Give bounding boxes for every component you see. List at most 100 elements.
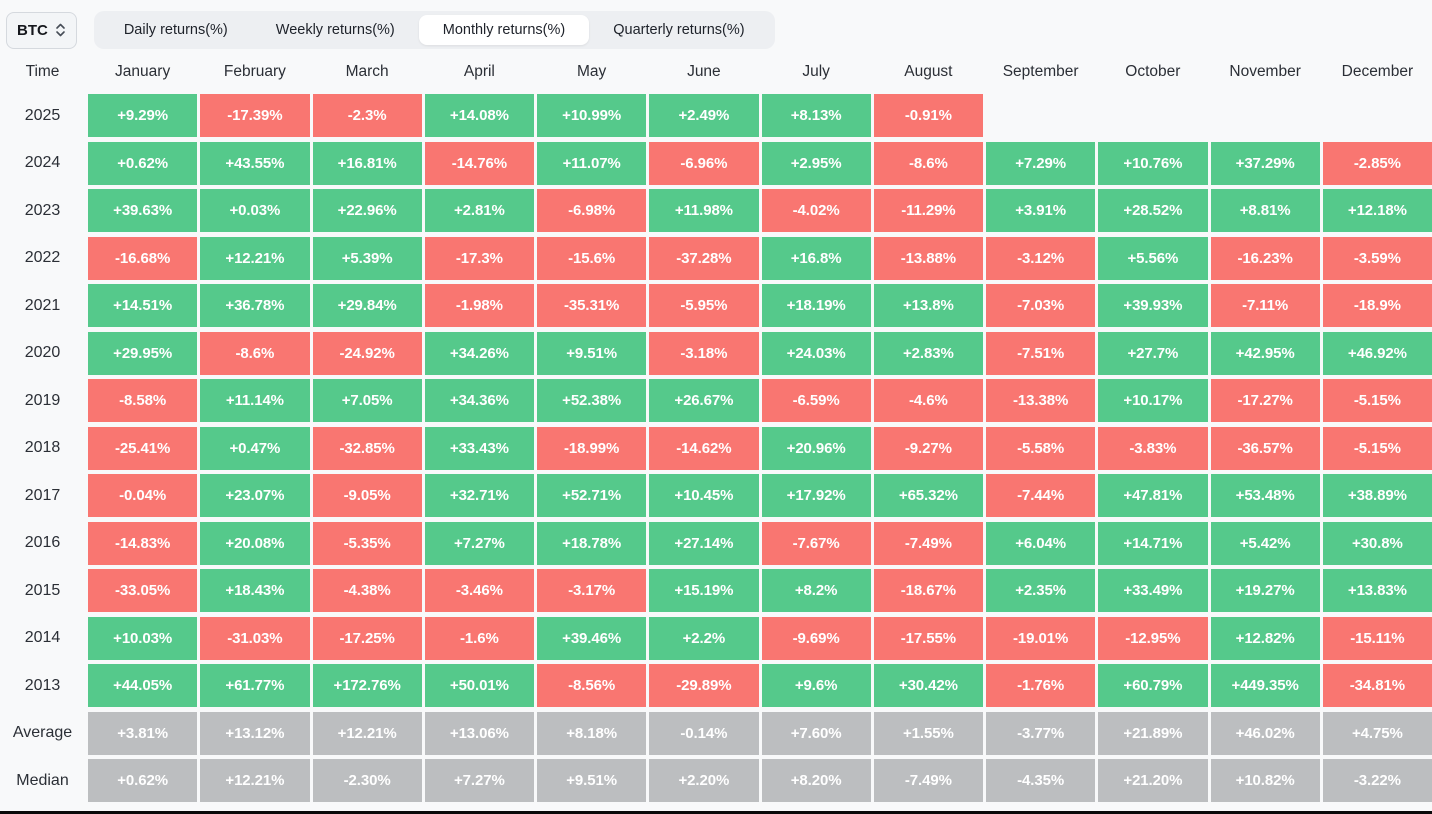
month-column-header: June <box>687 63 721 80</box>
return-cell: +9.29% <box>88 94 198 137</box>
return-cell: -6.98% <box>537 189 647 232</box>
return-cell: -18.9% <box>1322 284 1432 327</box>
return-cell <box>1211 94 1320 137</box>
return-cell: +17.92% <box>761 474 871 517</box>
return-cell: -35.31% <box>537 284 647 327</box>
return-cell: -31.03% <box>200 616 310 660</box>
return-cell: +18.43% <box>200 569 310 612</box>
return-cell: -17.27% <box>1210 379 1320 422</box>
return-cell: +33.43% <box>424 426 534 470</box>
return-cell: +24.03% <box>761 331 871 375</box>
return-cell: -4.02% <box>761 189 871 232</box>
return-cell: +0.03% <box>200 189 310 232</box>
return-cell: +8.13% <box>761 94 871 137</box>
return-cell: +33.49% <box>1098 569 1208 612</box>
return-cell: -3.83% <box>1098 426 1208 470</box>
month-column-header: August <box>904 63 953 80</box>
year-row-label: 2020 <box>24 344 61 361</box>
return-cell: +14.08% <box>424 94 534 137</box>
return-cell: +12.82% <box>1210 616 1320 660</box>
return-cell: -5.95% <box>649 284 759 327</box>
return-cell: +53.48% <box>1210 474 1320 517</box>
return-cell: -3.77% <box>986 711 1096 755</box>
return-cell: -7.44% <box>986 474 1096 517</box>
return-cell: +1.55% <box>873 711 983 755</box>
return-cell: +27.14% <box>649 521 759 565</box>
return-cell <box>1323 94 1432 137</box>
return-cell: -0.04% <box>88 474 198 517</box>
return-cell: -1.76% <box>986 664 1096 707</box>
return-cell: +65.32% <box>873 474 983 517</box>
return-cell: -5.15% <box>1322 379 1432 422</box>
return-cell: +52.38% <box>537 379 647 422</box>
tab-weekly-returns[interactable]: Weekly returns(%) <box>252 15 419 45</box>
toolbar: BTC Daily returns(%) Weekly returns(%) M… <box>0 0 1432 49</box>
tab-quarterly-returns[interactable]: Quarterly returns(%) <box>589 15 768 45</box>
return-cell: -2.3% <box>312 94 422 137</box>
return-cell: +5.42% <box>1210 521 1320 565</box>
summary-row-label: Average <box>12 724 73 741</box>
return-cell: -8.56% <box>537 664 647 707</box>
return-cell: +20.08% <box>200 521 310 565</box>
return-cell: -16.68% <box>88 236 198 280</box>
symbol-select[interactable]: BTC <box>6 11 77 49</box>
return-cell: +4.75% <box>1322 711 1432 755</box>
month-column-header: April <box>463 63 495 80</box>
return-cell: +50.01% <box>424 664 534 707</box>
year-row-label: 2017 <box>24 486 61 504</box>
return-cell: +14.71% <box>1098 521 1208 565</box>
month-column-header: December <box>1341 63 1414 80</box>
return-cell: +9.6% <box>761 664 871 707</box>
return-cell: -5.35% <box>312 521 422 565</box>
return-cell: +11.98% <box>649 189 759 232</box>
return-cell: +11.14% <box>200 379 310 422</box>
return-cell: -8.58% <box>88 379 198 422</box>
return-cell: +39.46% <box>537 616 647 660</box>
tab-daily-returns[interactable]: Daily returns(%) <box>100 15 252 45</box>
return-cell: -7.49% <box>873 759 983 802</box>
return-cell: +42.95% <box>1210 331 1320 375</box>
return-cell: +26.67% <box>649 379 759 422</box>
return-cell: +0.47% <box>200 426 310 470</box>
month-column-header: January <box>115 63 171 80</box>
return-cell: -6.96% <box>649 141 759 185</box>
return-cell: -1.98% <box>424 284 534 327</box>
return-cell: -3.22% <box>1322 759 1432 802</box>
return-cell: +172.76% <box>312 664 422 707</box>
return-cell: -2.30% <box>312 759 422 802</box>
return-cell: +10.82% <box>1210 759 1320 802</box>
return-cell: -0.14% <box>649 711 759 755</box>
return-cell: +5.56% <box>1098 236 1208 280</box>
return-cell: -9.27% <box>873 426 983 470</box>
return-cell: -9.05% <box>312 474 422 517</box>
return-cell: -24.92% <box>312 331 422 375</box>
return-cell: +18.19% <box>761 284 871 327</box>
return-cell: +39.93% <box>1098 284 1208 327</box>
return-cell: -12.95% <box>1098 616 1208 660</box>
return-cell <box>986 94 1095 137</box>
return-cell: +13.8% <box>873 284 983 327</box>
return-cell: +0.62% <box>88 759 198 802</box>
return-cell: -16.23% <box>1210 236 1320 280</box>
return-cell: -7.49% <box>873 521 983 565</box>
return-cell: -17.39% <box>200 94 310 137</box>
return-cell: +0.62% <box>88 141 198 185</box>
return-cell: +60.79% <box>1098 664 1208 707</box>
return-cell: +21.20% <box>1098 759 1208 802</box>
return-cell: +12.18% <box>1322 189 1432 232</box>
year-row-label: 2022 <box>24 249 61 266</box>
return-cell: +3.81% <box>88 711 198 755</box>
return-cell: +52.71% <box>537 474 647 517</box>
year-row-label: 2018 <box>24 439 61 456</box>
return-cell: +10.99% <box>537 94 647 137</box>
return-cell: +2.20% <box>649 759 759 802</box>
return-cell: +2.81% <box>424 189 534 232</box>
return-cell: +34.26% <box>424 331 534 375</box>
return-cell: -0.91% <box>873 94 983 137</box>
return-cell: -1.6% <box>424 616 534 660</box>
return-cell: -17.55% <box>873 616 983 660</box>
tab-monthly-returns[interactable]: Monthly returns(%) <box>418 15 590 45</box>
year-row-label: 2015 <box>24 581 61 599</box>
return-cell: -18.67% <box>873 569 983 612</box>
month-column-header: February <box>223 63 286 80</box>
